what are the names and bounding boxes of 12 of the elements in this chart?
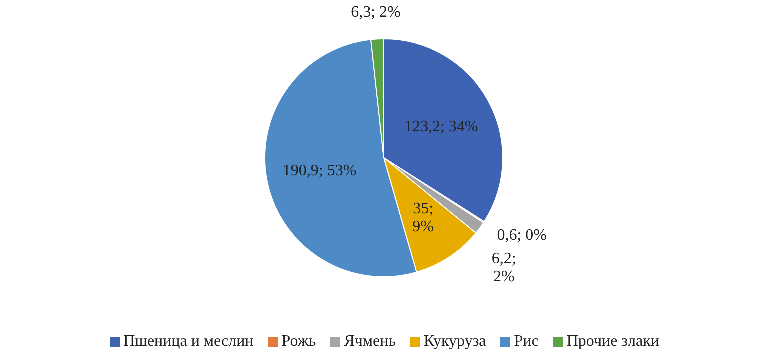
legend-label: Ячмень — [344, 333, 396, 351]
legend-label: Рожь — [282, 333, 316, 351]
legend-label: Прочие злаки — [566, 333, 660, 351]
legend-label: Рис — [514, 333, 539, 351]
data-label: 0,6; 0% — [497, 226, 547, 244]
data-label: 35; 9% — [412, 200, 434, 236]
data-label: 6,2; 2% — [492, 250, 516, 286]
legend-label: Кукуруза — [424, 333, 486, 351]
data-label: 190,9; 53% — [282, 162, 357, 180]
legend-label: Пшеница и меслин — [124, 333, 254, 351]
data-label: 123,2; 34% — [404, 118, 478, 135]
data-label: 6,3; 2% — [351, 3, 401, 20]
